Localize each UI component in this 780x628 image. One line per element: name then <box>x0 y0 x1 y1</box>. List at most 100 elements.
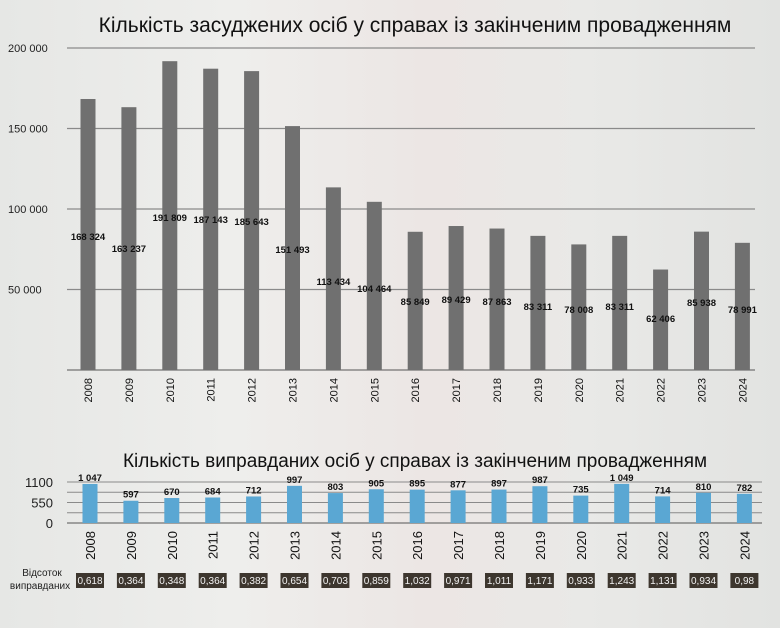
x-tick-label: 2018 <box>492 531 507 560</box>
bar-2023 <box>696 492 711 523</box>
bar-2016 <box>409 489 425 523</box>
bar-2013 <box>285 126 300 370</box>
percent-value: 0,382 <box>241 576 266 587</box>
data-label: 987 <box>532 475 548 486</box>
bar-2023 <box>694 231 709 370</box>
percent-badge <box>607 573 636 588</box>
x-tick-label: 2014 <box>328 531 343 560</box>
x-tick-label: 2017 <box>451 531 466 560</box>
data-label: 151 493 <box>275 245 309 256</box>
x-tick-label: 2013 <box>288 531 303 560</box>
bar-2011 <box>205 497 221 523</box>
bar-2009 <box>123 500 139 523</box>
data-label: 78 991 <box>728 305 758 316</box>
x-tick-label: 2019 <box>533 531 548 560</box>
percent-label-line1: Відсоток <box>22 568 62 579</box>
percent-value: 0,859 <box>364 576 389 587</box>
y-tick-label: 150 000 <box>8 124 48 136</box>
y-tick-label: 200 000 <box>8 43 48 55</box>
x-tick-label: 2010 <box>165 378 177 402</box>
data-label: 62 406 <box>646 314 675 325</box>
x-tick-label: 2012 <box>247 378 259 402</box>
bar-2019 <box>532 486 548 523</box>
x-tick-label: 2011 <box>206 531 221 559</box>
data-label: 905 <box>368 478 385 489</box>
percent-value: 0,618 <box>77 576 102 587</box>
percent-badge <box>280 573 309 588</box>
data-label: 810 <box>696 482 712 493</box>
percent-badge <box>362 573 391 588</box>
x-tick-label: 2008 <box>83 378 95 402</box>
bar-2022 <box>655 496 671 523</box>
data-label: 104 464 <box>357 284 392 295</box>
x-tick-label: 2021 <box>615 378 627 402</box>
bar-2020 <box>573 495 589 523</box>
bar-2010 <box>164 498 180 523</box>
bar-2022 <box>653 269 669 370</box>
data-label: 87 863 <box>482 297 511 308</box>
bar-2024 <box>736 493 752 523</box>
percent-badge <box>403 573 432 588</box>
x-tick-label: 2013 <box>288 378 300 402</box>
percent-badge <box>321 573 350 588</box>
data-label: 877 <box>450 479 466 490</box>
data-label: 897 <box>491 479 507 490</box>
data-label: 895 <box>409 479 426 490</box>
x-tick-label: 2020 <box>574 531 589 560</box>
x-tick-label: 2022 <box>656 378 668 402</box>
x-tick-label: 2009 <box>124 378 136 402</box>
data-label: 1 049 <box>610 473 634 484</box>
data-label: 670 <box>164 487 180 498</box>
bar-2020 <box>571 244 587 370</box>
x-tick-label: 2022 <box>656 531 671 560</box>
data-label: 78 008 <box>564 305 593 316</box>
x-tick-label: 2024 <box>737 378 749 402</box>
bar-2014 <box>327 493 343 523</box>
x-tick-label: 2014 <box>328 378 340 402</box>
data-label: 187 143 <box>194 215 228 226</box>
percent-value: 0,364 <box>200 576 225 587</box>
data-label: 83 311 <box>605 302 634 313</box>
percent-value: 0,933 <box>568 576 593 587</box>
x-tick-label: 2010 <box>165 531 180 560</box>
data-label: 735 <box>573 485 590 496</box>
x-tick-label: 2016 <box>410 378 422 402</box>
y-tick-label: 0 <box>46 516 53 531</box>
bar-2021 <box>614 483 630 523</box>
bar-2017 <box>448 226 464 370</box>
x-tick-label: 2016 <box>410 531 425 560</box>
percent-value: 0,934 <box>691 576 716 587</box>
x-tick-label: 2017 <box>451 378 463 402</box>
percent-badge <box>157 573 186 588</box>
percent-value: 0,703 <box>323 576 348 587</box>
percent-value: 0,348 <box>159 576 184 587</box>
percent-badge <box>239 573 268 588</box>
data-label: 185 643 <box>234 217 268 228</box>
bar-2010 <box>162 61 178 371</box>
bar-2021 <box>612 235 628 370</box>
percent-value: 0,98 <box>735 576 755 587</box>
chart-title-acquitted: Кількість виправданих осіб у справах із … <box>123 451 707 472</box>
percent-badge <box>76 573 104 588</box>
data-label: 191 809 <box>153 213 187 224</box>
x-tick-label: 2020 <box>574 378 586 402</box>
percent-badge <box>730 573 759 588</box>
bar-2014 <box>325 187 341 370</box>
bar-2017 <box>450 490 466 523</box>
x-tick-label: 2023 <box>697 378 709 402</box>
percent-badge <box>566 573 595 588</box>
data-label: 113 434 <box>316 277 351 288</box>
bar-2015 <box>366 201 382 370</box>
data-label: 89 429 <box>442 295 471 306</box>
data-label: 782 <box>736 483 752 494</box>
bar-2012 <box>244 71 260 370</box>
percent-value: 1,243 <box>609 576 634 587</box>
bar-2015 <box>368 489 384 523</box>
bar-2012 <box>246 496 262 523</box>
data-label: 83 311 <box>524 302 553 313</box>
x-tick-label: 2024 <box>737 531 752 560</box>
data-label: 684 <box>205 487 222 498</box>
percent-label-line2: виправданих <box>10 581 70 592</box>
y-tick-label: 1100 <box>25 475 53 490</box>
percent-badge <box>485 573 513 588</box>
